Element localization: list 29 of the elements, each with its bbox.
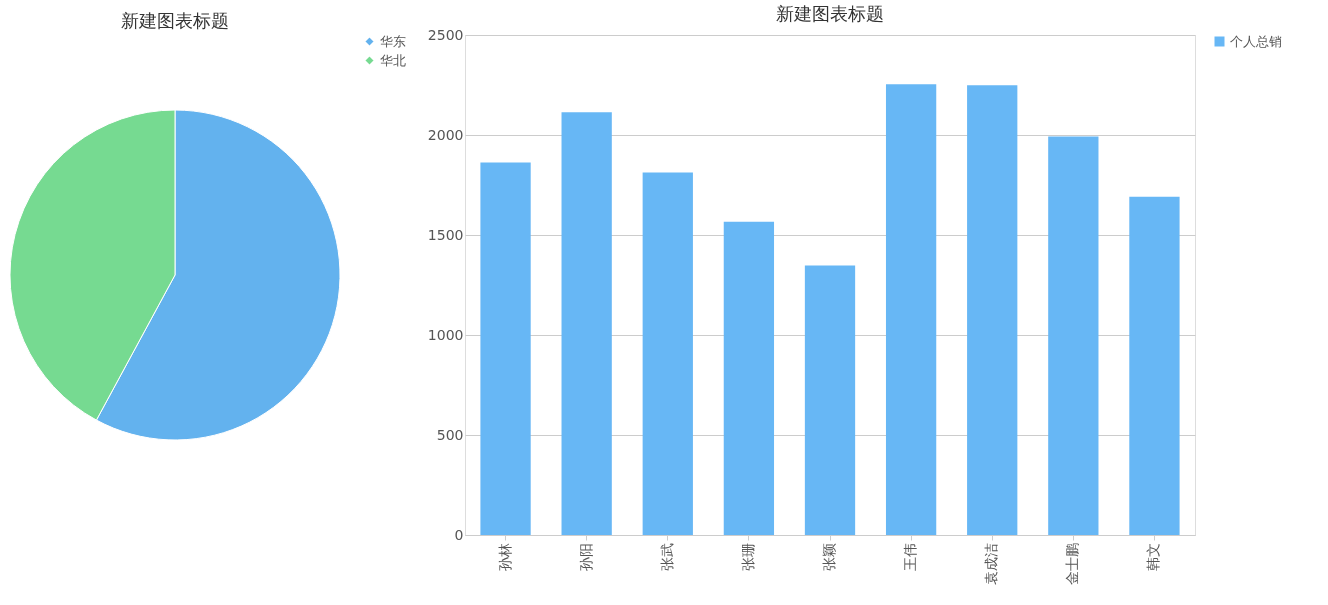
bar bbox=[1048, 136, 1099, 535]
x-tick-label: 张武 bbox=[658, 542, 675, 571]
chart-title: 新建图表标题 bbox=[776, 3, 884, 24]
legend-label: 华北 bbox=[380, 52, 406, 68]
bar bbox=[561, 112, 612, 535]
bar bbox=[804, 265, 856, 535]
x-tick-label: 韩文 bbox=[1145, 542, 1162, 571]
bar bbox=[1129, 196, 1180, 535]
legend-label: 个人总销 bbox=[1230, 33, 1282, 49]
bar bbox=[723, 221, 775, 535]
chart-title: 新建图表标题 bbox=[121, 10, 229, 31]
y-tick-label: 2000 bbox=[427, 126, 464, 143]
x-tick-label: 金士鹏 bbox=[1064, 542, 1081, 585]
x-tick-label: 张颖 bbox=[821, 542, 837, 571]
y-tick-label: 1000 bbox=[427, 326, 464, 343]
y-tick-label: 2500 bbox=[427, 26, 464, 43]
bar bbox=[480, 162, 531, 535]
x-tick-label: 孙阳 bbox=[577, 542, 594, 571]
bar bbox=[967, 85, 1018, 535]
x-tick-label: 王伟 bbox=[902, 542, 919, 571]
legend-label: 华东 bbox=[380, 33, 406, 49]
bar bbox=[885, 84, 937, 535]
x-tick-label: 张珊 bbox=[739, 542, 756, 571]
x-tick-label: 孙林 bbox=[496, 542, 513, 571]
x-tick-label: 袁成洁 bbox=[983, 542, 1000, 585]
bar bbox=[642, 172, 693, 535]
y-tick-label: 0 bbox=[454, 526, 464, 543]
y-tick-label: 500 bbox=[436, 426, 464, 443]
y-tick-label: 1500 bbox=[427, 226, 464, 243]
